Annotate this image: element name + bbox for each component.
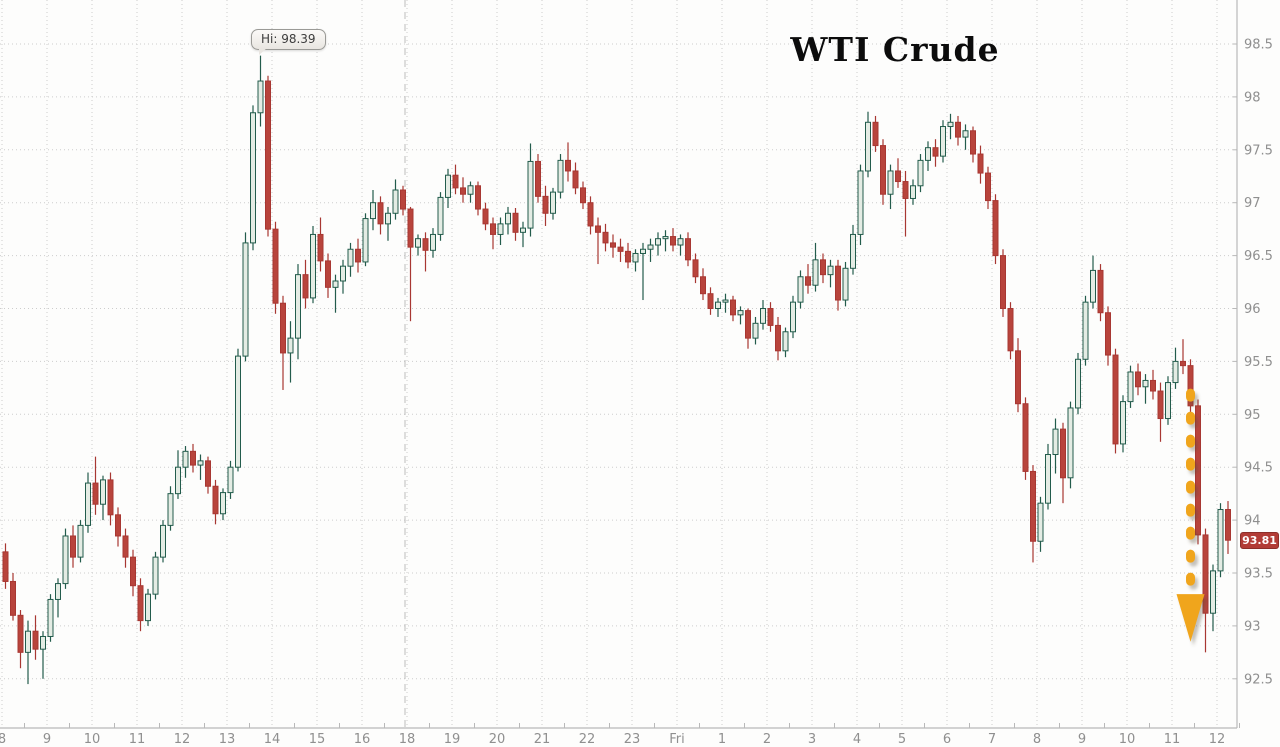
x-axis-tick-label: 15 [309, 732, 326, 747]
high-annotation-tooltip: Hi: 98.39 [251, 29, 326, 55]
y-axis-tick-label: 98.5 [1244, 38, 1273, 53]
chart-title: WTI Crude [790, 30, 1000, 69]
x-axis-tick-label: 7 [988, 732, 996, 747]
y-axis-tick-label: 93 [1244, 619, 1261, 634]
x-axis-tick-label: 3 [808, 732, 816, 747]
y-axis-tick-label: 94.5 [1244, 461, 1273, 476]
last-price-tag: 93.81 [1240, 532, 1279, 550]
x-axis-tick-label: 9 [43, 732, 51, 747]
x-axis-tick-label: Fri [669, 732, 685, 747]
candles [2, 55, 1231, 685]
x-axis-tick-label: 14 [264, 732, 281, 747]
y-axis-tick-label: 97.5 [1244, 143, 1273, 158]
x-axis-tick-label: 22 [579, 732, 596, 747]
x-axis-tick-label: 4 [853, 732, 861, 747]
y-axis-tick-label: 93.5 [1244, 567, 1273, 582]
gridlines [0, 0, 1237, 728]
y-axis-tick-label: 96 [1244, 302, 1261, 317]
x-axis-tick-label: 12 [1209, 732, 1226, 747]
x-axis-tick-label: 6 [943, 732, 951, 747]
y-axis-tick-label: 96.5 [1244, 249, 1273, 264]
x-axis-tick-label: 9 [1078, 732, 1086, 747]
x-axis-tick-label: 10 [1119, 732, 1136, 747]
x-axis-tick-label: 12 [174, 732, 191, 747]
y-axis-tick-label: 98 [1244, 90, 1261, 105]
x-axis-tick-label: 11 [1164, 732, 1181, 747]
x-axis-tick-label: 5 [898, 732, 906, 747]
x-axis-tick-label: 21 [534, 732, 551, 747]
x-axis-tick-label: 10 [84, 732, 101, 747]
x-axis-tick-label: 1 [718, 732, 726, 747]
y-axis-tick-label: 92.5 [1244, 672, 1273, 687]
x-axis-tick-label: 19 [444, 732, 461, 747]
x-axis-tick-label: 8 [0, 732, 6, 747]
x-axis-tick-label: 11 [129, 732, 146, 747]
y-axis-tick-label: 97 [1244, 196, 1261, 211]
down-arrow-annotation [1176, 388, 1205, 642]
x-axis-tick-label: 13 [219, 732, 236, 747]
x-axis-tick-label: 20 [489, 732, 506, 747]
x-axis-tick-label: 2 [763, 732, 771, 747]
y-axis-tick-label: 95 [1244, 408, 1261, 423]
y-axis-tick-label: 94 [1244, 514, 1261, 529]
x-axis-tick-label: 16 [354, 732, 371, 747]
y-axis-tick-label: 95.5 [1244, 355, 1273, 370]
x-axis-tick-label: 23 [624, 732, 641, 747]
x-axis-tick-label: 8 [1033, 732, 1041, 747]
x-axis-tick-label: 18 [399, 732, 416, 747]
